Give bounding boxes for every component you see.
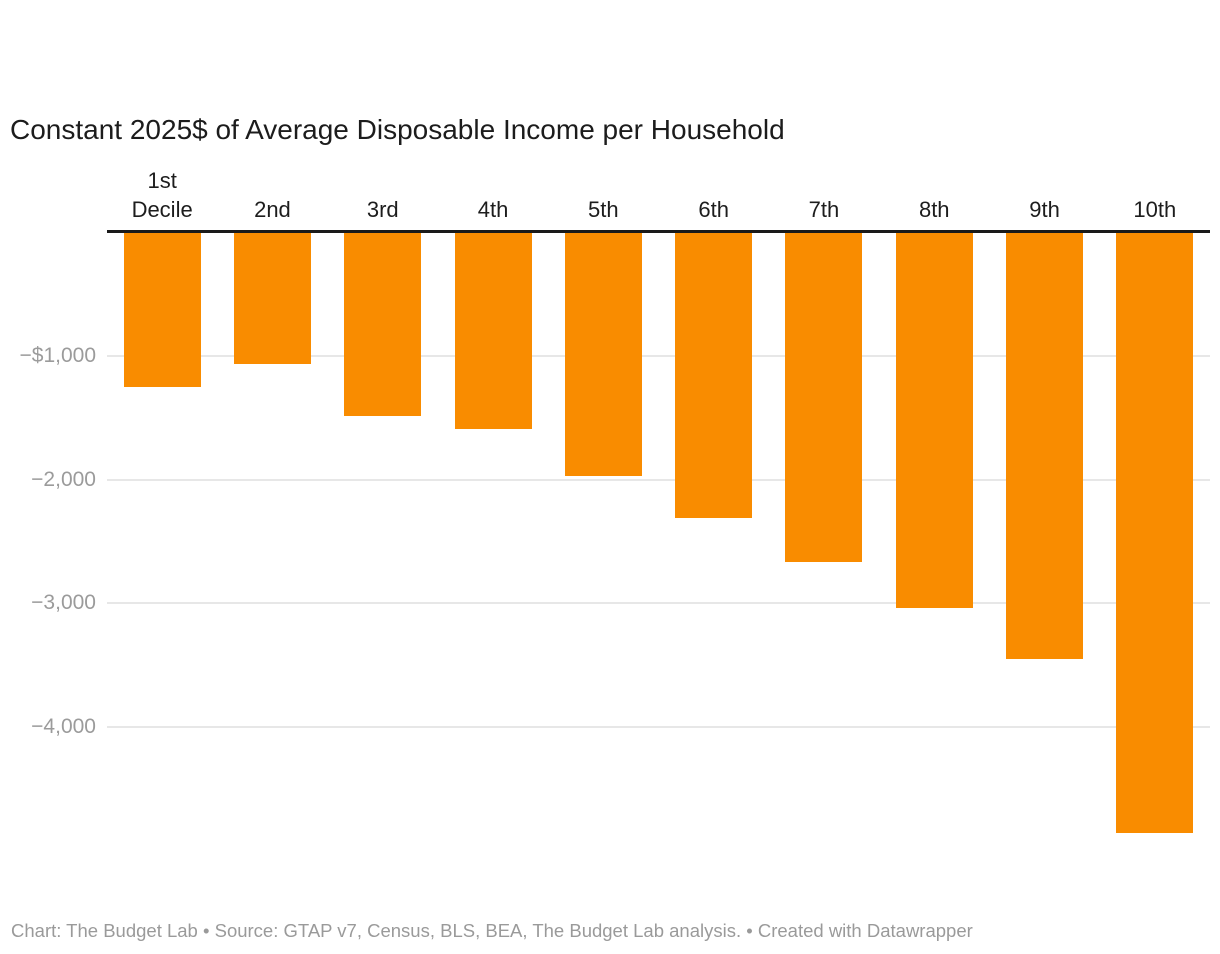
gridline [107,602,1210,605]
category-label: 6th [698,197,729,222]
bar-10th[interactable] [1116,233,1194,833]
bar-1st-decile[interactable] [123,233,201,388]
zero-baseline [107,230,1210,233]
category-label: 8th [918,197,950,222]
y-tick-label: −$1,000 [19,344,97,368]
y-tick-label: −3,000 [31,591,96,615]
bar-4th[interactable] [454,233,532,430]
category-label: 10th [1133,197,1177,222]
gridline [107,355,1210,358]
chart-title: Constant 2025$ of Average Disposable Inc… [10,114,785,145]
bar-8th[interactable] [895,233,973,609]
gridline [107,725,1210,728]
bar-9th[interactable] [1006,233,1084,659]
bar-3rd[interactable] [344,233,422,416]
category-label: 4th [477,197,509,222]
category-label: 1st Decile [131,168,193,222]
chart-footer: Chart: The Budget Lab • Source: GTAP v7,… [11,920,973,941]
bar-5th[interactable] [564,233,642,477]
category-label: 2nd [254,197,291,222]
gridline [107,478,1210,481]
y-tick-label: −4,000 [31,714,96,738]
category-label: 9th [1029,197,1060,222]
bar-7th[interactable] [785,233,863,563]
bar-6th[interactable] [675,233,753,519]
y-tick-label: −2,000 [31,467,96,491]
bar-2nd[interactable] [233,233,311,364]
category-label: 3rd [366,197,399,222]
category-label: 5th [588,197,619,222]
category-label: 7th [808,197,840,222]
